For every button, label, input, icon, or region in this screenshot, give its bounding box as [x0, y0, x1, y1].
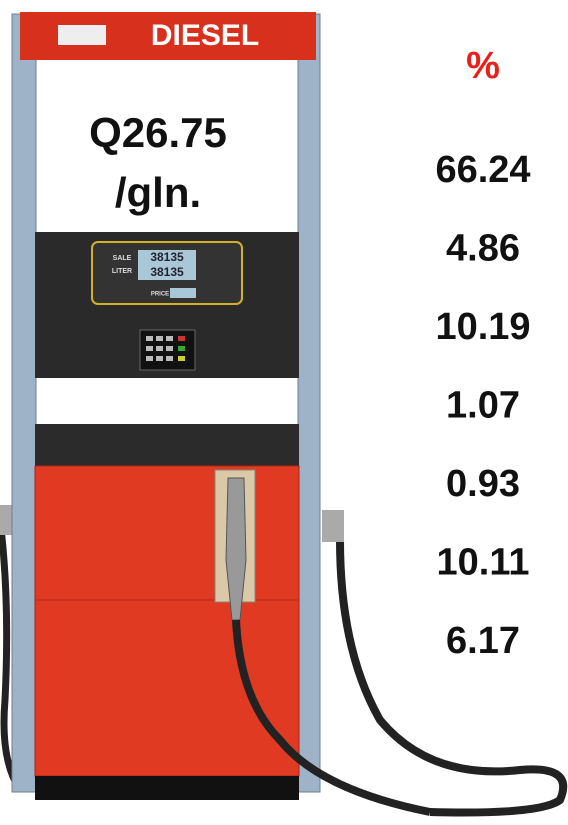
price-label: PRICE [151, 292, 169, 298]
sale-digits: 38135 [150, 250, 184, 264]
percent-header: % [466, 45, 500, 87]
left-pillar [12, 14, 36, 792]
page: DIESEL Q26.75 /gln. SALE LITER PRICE 381… [0, 0, 568, 825]
unit: /gln. [115, 169, 201, 216]
percent-value: 0.93 [446, 463, 520, 505]
percent-value: 1.07 [446, 385, 520, 427]
shelf [35, 424, 299, 466]
price: Q26.75 [89, 109, 227, 156]
fuel-label: DIESEL [151, 19, 259, 52]
price-lcd [170, 288, 196, 298]
liter-label: LITER [112, 268, 132, 275]
logo [58, 25, 106, 45]
right-bracket [322, 510, 344, 542]
sale-label: SALE [113, 255, 132, 262]
percent-value: 4.86 [446, 228, 520, 270]
percent-value: 66.24 [435, 149, 530, 191]
liter-digits: 38135 [150, 265, 184, 279]
infographic: DIESEL Q26.75 /gln. SALE LITER PRICE 381… [0, 0, 568, 825]
base [35, 776, 299, 800]
right-pillar [298, 14, 320, 792]
percent-value: 10.11 [437, 542, 530, 584]
pump-body [35, 466, 299, 776]
percent-value: 6.17 [446, 620, 520, 662]
percent-value: 10.19 [435, 306, 530, 348]
